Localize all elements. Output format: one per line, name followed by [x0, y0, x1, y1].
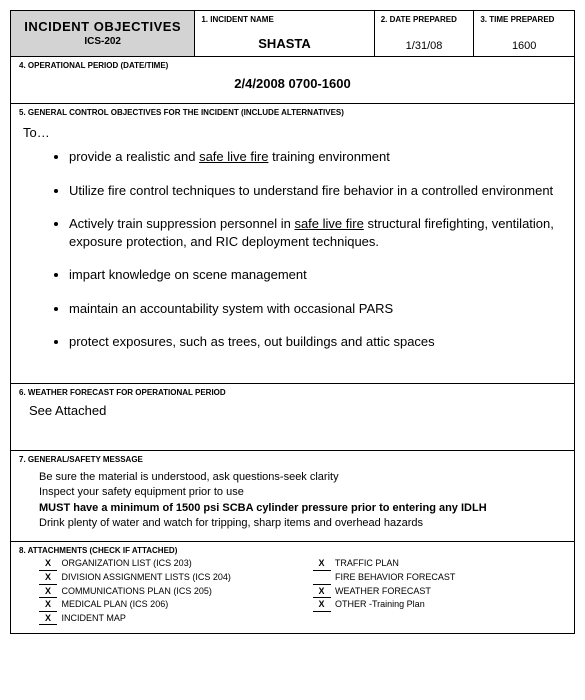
- attachment-label: COMMUNICATIONS PLAN (ICS 205): [59, 586, 212, 596]
- attachment-item: X WEATHER FORECAST: [313, 585, 567, 599]
- date-cell: 2. DATE PREPARED 1/31/08: [375, 11, 475, 56]
- objective-item: protect exposures, such as trees, out bu…: [69, 333, 566, 351]
- weather-body: See Attached: [19, 397, 566, 446]
- section-5: 5. GENERAL CONTROL OBJECTIVES FOR THE IN…: [11, 104, 574, 384]
- attachment-item: X TRAFFIC PLAN: [313, 557, 567, 571]
- operational-period: 2/4/2008 0700-1600: [19, 70, 566, 99]
- objective-item: Actively train suppression personnel in …: [69, 215, 566, 250]
- time-value: 1600: [480, 40, 568, 52]
- attachment-label: FIRE BEHAVIOR FORECAST: [333, 572, 456, 582]
- section-7-label: 7. GENERAL/SAFETY MESSAGE: [19, 455, 566, 464]
- safety-body: Be sure the material is understood, ask …: [19, 464, 566, 538]
- attachment-check: [313, 571, 331, 585]
- safety-line-3: MUST have a minimum of 1500 psi SCBA cyl…: [39, 501, 566, 516]
- objective-item: Utilize fire control techniques to under…: [69, 182, 566, 200]
- section-8-label: 8. ATTACHMENTS (CHECK IF ATTACHED): [19, 546, 566, 555]
- attachment-check: X: [39, 557, 57, 571]
- date-label: 2. DATE PREPARED: [381, 15, 468, 24]
- section-6-label: 6. WEATHER FORECAST FOR OPERATIONAL PERI…: [19, 388, 566, 397]
- header-row: INCIDENT OBJECTIVES ICS-202 1. INCIDENT …: [11, 11, 574, 57]
- attachment-label: INCIDENT MAP: [59, 613, 126, 623]
- objective-item: impart knowledge on scene management: [69, 266, 566, 284]
- safety-line-4: Drink plenty of water and watch for trip…: [39, 516, 566, 531]
- attachment-item: X ORGANIZATION LIST (ICS 203): [39, 557, 293, 571]
- safety-line-1: Be sure the material is understood, ask …: [39, 470, 566, 485]
- objectives-list: provide a realistic and safe live fire t…: [19, 148, 566, 351]
- safety-line-2: Inspect your safety equipment prior to u…: [39, 485, 566, 500]
- time-cell: 3. TIME PREPARED 1600: [474, 11, 574, 56]
- attachment-item: X INCIDENT MAP: [39, 612, 293, 626]
- objective-item: provide a realistic and safe live fire t…: [69, 148, 566, 166]
- ics-202-form: INCIDENT OBJECTIVES ICS-202 1. INCIDENT …: [10, 10, 575, 634]
- section-6: 6. WEATHER FORECAST FOR OPERATIONAL PERI…: [11, 384, 574, 451]
- attachment-check: X: [39, 585, 57, 599]
- attachment-item: FIRE BEHAVIOR FORECAST: [313, 571, 567, 585]
- section-5-label: 5. GENERAL CONTROL OBJECTIVES FOR THE IN…: [19, 108, 566, 117]
- attachment-check: X: [313, 598, 331, 612]
- form-code: ICS-202: [15, 36, 190, 47]
- incident-name-value: SHASTA: [201, 36, 367, 51]
- date-value: 1/31/08: [381, 40, 468, 52]
- attachment-check: X: [39, 612, 57, 626]
- attachment-label: TRAFFIC PLAN: [333, 558, 399, 568]
- attachments-columns: X ORGANIZATION LIST (ICS 203)X DIVISION …: [19, 557, 566, 625]
- incident-name-label: 1. INCIDENT NAME: [201, 15, 367, 24]
- objectives-intro: To…: [23, 125, 566, 140]
- attachment-check: X: [39, 571, 57, 585]
- attachment-item: X OTHER -Training Plan: [313, 598, 567, 612]
- attachment-check: X: [313, 557, 331, 571]
- attachments-left: X ORGANIZATION LIST (ICS 203)X DIVISION …: [19, 557, 293, 625]
- attachment-label: ORGANIZATION LIST (ICS 203): [59, 558, 192, 568]
- attachment-item: X MEDICAL PLAN (ICS 206): [39, 598, 293, 612]
- attachment-label: OTHER -Training Plan: [333, 599, 425, 609]
- section-4-label: 4. OPERATIONAL PERIOD (DATE/TIME): [19, 61, 566, 70]
- attachment-check: X: [313, 585, 331, 599]
- attachment-label: WEATHER FORECAST: [333, 586, 431, 596]
- objective-item: maintain an accountability system with o…: [69, 300, 566, 318]
- attachment-label: MEDICAL PLAN (ICS 206): [59, 599, 168, 609]
- time-label: 3. TIME PREPARED: [480, 15, 568, 24]
- title-cell: INCIDENT OBJECTIVES ICS-202: [11, 11, 195, 56]
- section-8: 8. ATTACHMENTS (CHECK IF ATTACHED) X ORG…: [11, 542, 574, 633]
- attachment-item: X COMMUNICATIONS PLAN (ICS 205): [39, 585, 293, 599]
- section-4: 4. OPERATIONAL PERIOD (DATE/TIME) 2/4/20…: [11, 57, 574, 104]
- attachments-right: X TRAFFIC PLAN FIRE BEHAVIOR FORECASTX W…: [293, 557, 567, 625]
- attachment-check: X: [39, 598, 57, 612]
- attachment-item: X DIVISION ASSIGNMENT LISTS (ICS 204): [39, 571, 293, 585]
- attachment-label: DIVISION ASSIGNMENT LISTS (ICS 204): [59, 572, 231, 582]
- form-title: INCIDENT OBJECTIVES: [15, 19, 190, 34]
- section-7: 7. GENERAL/SAFETY MESSAGE Be sure the ma…: [11, 451, 574, 543]
- incident-name-cell: 1. INCIDENT NAME SHASTA: [195, 11, 374, 56]
